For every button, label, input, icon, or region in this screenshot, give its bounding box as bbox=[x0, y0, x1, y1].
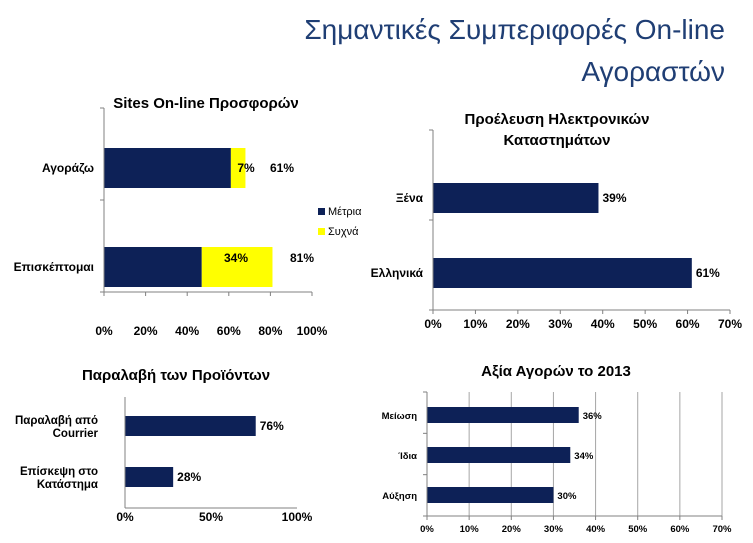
data-label: 76% bbox=[260, 419, 284, 433]
legend-label: Μέτρια bbox=[328, 206, 362, 218]
chart-title-line-2: Καταστημάτων bbox=[503, 132, 610, 149]
x-tick-label: 10% bbox=[463, 317, 487, 331]
chart-title: Παραλαβή των Προϊόντων bbox=[82, 367, 270, 384]
chart-title-line-1: Προέλευση Ηλεκτρονικών bbox=[464, 111, 649, 128]
page-title-line-2: Αγοραστών bbox=[581, 56, 725, 87]
bar-segment bbox=[104, 148, 231, 188]
bar-segment bbox=[230, 148, 246, 188]
x-tick-label: 40% bbox=[586, 524, 606, 535]
x-tick-label: 80% bbox=[258, 324, 282, 338]
x-tick-label: 0% bbox=[95, 324, 113, 338]
x-tick-label: 20% bbox=[502, 524, 522, 535]
legend-swatch bbox=[318, 208, 325, 215]
category-label: Μείωση bbox=[382, 411, 418, 422]
x-tick-label: 50% bbox=[628, 524, 648, 535]
x-tick-label: 0% bbox=[420, 524, 434, 535]
x-tick-label: 50% bbox=[633, 317, 657, 331]
data-label: 36% bbox=[583, 411, 603, 422]
x-tick-label: 30% bbox=[548, 317, 572, 331]
x-tick-label: 60% bbox=[676, 317, 700, 331]
category-label: Επισκέπτομαι bbox=[14, 260, 94, 274]
x-tick-label: 70% bbox=[712, 524, 732, 535]
x-tick-label: 40% bbox=[591, 317, 615, 331]
data-label: 39% bbox=[602, 191, 626, 205]
bar bbox=[433, 183, 599, 213]
bar-segment bbox=[201, 247, 273, 287]
chart-title: Αξία Αγορών το 2013 bbox=[481, 363, 631, 380]
data-label: 28% bbox=[177, 470, 201, 484]
x-tick-label: 60% bbox=[217, 324, 241, 338]
legend-label: Συχνά bbox=[328, 226, 359, 238]
bar-segment bbox=[104, 247, 202, 287]
category-label-line-2: Courrier bbox=[53, 428, 99, 440]
data-label: 61% bbox=[270, 161, 294, 175]
data-label: 61% bbox=[696, 266, 720, 280]
bar bbox=[125, 416, 256, 436]
bar bbox=[427, 487, 554, 503]
category-label-line-1: Παραλαβή από bbox=[15, 415, 98, 427]
category-label: Αγοράζω bbox=[42, 161, 94, 175]
data-label: 30% bbox=[557, 491, 577, 502]
x-tick-label: 20% bbox=[506, 317, 530, 331]
bar bbox=[427, 407, 579, 423]
page-title-line-1: Σημαντικές Συμπεριφορές On-line bbox=[304, 14, 725, 45]
data-label: 34% bbox=[224, 251, 248, 265]
category-label: Ίδια bbox=[398, 451, 417, 462]
x-tick-label: 20% bbox=[134, 324, 158, 338]
x-tick-label: 70% bbox=[718, 317, 742, 331]
x-tick-label: 0% bbox=[424, 317, 442, 331]
x-tick-label: 100% bbox=[297, 324, 328, 338]
x-tick-label: 100% bbox=[282, 510, 313, 524]
legend-swatch bbox=[318, 228, 325, 235]
category-label: Ξένα bbox=[396, 191, 424, 205]
category-label-line-1: Επίσκεψη στο bbox=[20, 466, 98, 478]
category-label: Αύξηση bbox=[382, 491, 417, 502]
data-label: 81% bbox=[290, 251, 314, 265]
bar bbox=[433, 258, 692, 288]
chart-title: Sites On-line Προσφορών bbox=[113, 95, 299, 112]
x-tick-label: 40% bbox=[175, 324, 199, 338]
bar bbox=[125, 467, 174, 487]
category-label-line-2: Κατάστημα bbox=[37, 479, 98, 491]
category-label: Ελληνικά bbox=[371, 266, 424, 280]
x-tick-label: 60% bbox=[670, 524, 690, 535]
x-tick-label: 0% bbox=[116, 510, 134, 524]
data-label: 7% bbox=[237, 161, 255, 175]
x-tick-label: 30% bbox=[544, 524, 564, 535]
bar bbox=[427, 447, 571, 463]
data-label: 34% bbox=[574, 451, 594, 462]
x-tick-label: 10% bbox=[460, 524, 480, 535]
x-tick-label: 50% bbox=[199, 510, 223, 524]
